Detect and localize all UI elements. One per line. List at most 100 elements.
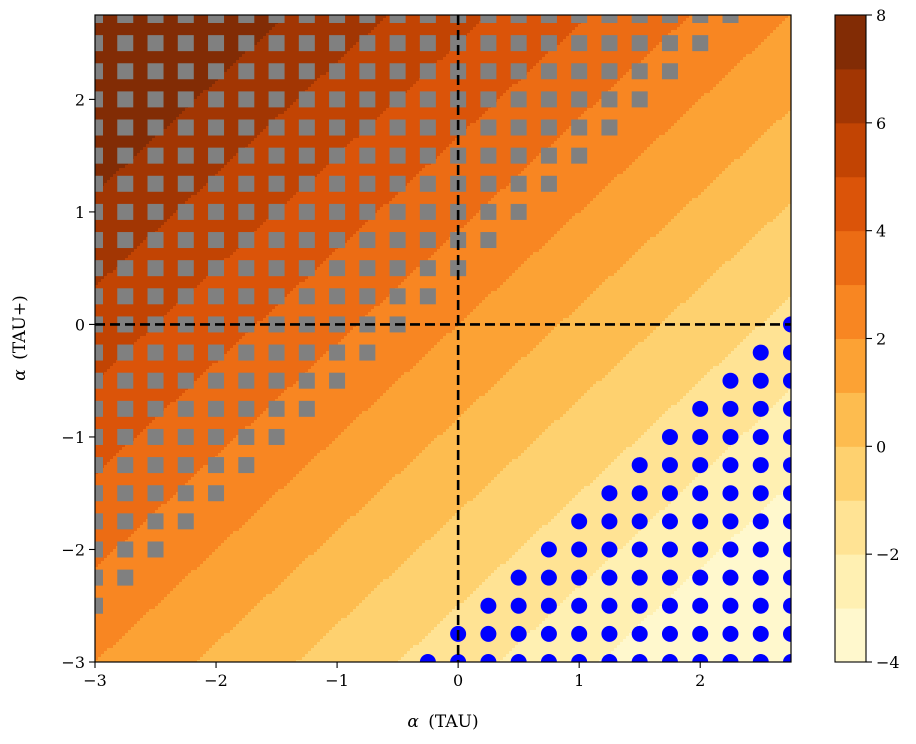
contour-cell — [215, 24, 219, 28]
contour-cell — [263, 24, 267, 28]
contour-cell — [140, 48, 144, 52]
contour-cell — [359, 51, 363, 55]
contour-cell — [383, 45, 387, 49]
contour-cell — [149, 33, 153, 37]
contour-cell — [767, 48, 771, 52]
contour-cell — [122, 24, 126, 28]
contour-cell — [173, 33, 177, 37]
contour-cell — [437, 15, 441, 19]
contour-cell — [173, 30, 177, 34]
contour-cell — [164, 15, 168, 19]
contour-cell — [296, 30, 300, 34]
contour-cell — [758, 42, 762, 46]
contour-cell — [764, 15, 768, 19]
contour-cell — [257, 45, 261, 49]
contour-cell — [164, 36, 168, 40]
contour-cell — [422, 33, 426, 37]
contour-cell — [452, 27, 456, 31]
contour-cell — [782, 42, 786, 46]
contour-cell — [536, 18, 540, 22]
contour-cell — [113, 48, 117, 52]
contour-cell — [779, 21, 783, 25]
contour-cell — [632, 30, 636, 34]
contour-cell — [347, 48, 351, 52]
contour-cell — [347, 27, 351, 31]
contour-cell — [446, 27, 450, 31]
contour-cell — [200, 27, 204, 31]
contour-cell — [713, 18, 717, 22]
contour-cell — [329, 24, 333, 28]
contour-cell — [140, 27, 144, 31]
contour-cell — [737, 30, 741, 34]
contour-cell — [359, 24, 363, 28]
contour-cell — [752, 45, 756, 49]
contour-cell — [95, 33, 99, 37]
contour-cell — [203, 24, 207, 28]
contour-cell — [335, 51, 339, 55]
contour-cell — [779, 48, 783, 52]
contour-cell — [785, 30, 789, 34]
contour-cell — [233, 30, 237, 34]
contour-cell — [368, 24, 372, 28]
contour-cell — [440, 21, 444, 25]
contour-cell — [170, 51, 174, 55]
contour-cell — [176, 24, 180, 28]
contour-cell — [320, 36, 324, 40]
contour-cell — [557, 24, 561, 28]
contour-cell — [674, 30, 678, 34]
contour-cell — [356, 27, 360, 31]
contour-cell — [275, 33, 279, 37]
contour-cell — [170, 39, 174, 43]
contour-cell — [98, 27, 102, 31]
contour-cell — [377, 21, 381, 25]
contour-cell — [677, 30, 681, 34]
contour-cell — [347, 42, 351, 46]
contour-cell — [452, 51, 456, 55]
contour-cell — [338, 33, 342, 37]
contour-cell — [263, 45, 267, 49]
contour-cell — [236, 45, 240, 49]
contour-cell — [560, 48, 564, 52]
contour-cell — [563, 45, 567, 49]
contour-cell — [629, 39, 633, 43]
contour-cell — [728, 30, 732, 34]
contour-cell — [683, 48, 687, 52]
contour-cell — [527, 21, 531, 25]
contour-cell — [170, 27, 174, 31]
contour-cell — [758, 45, 762, 49]
contour-cell — [224, 21, 228, 25]
contour-cell — [164, 21, 168, 25]
contour-cell — [719, 33, 723, 37]
contour-cell — [200, 21, 204, 25]
contour-cell — [182, 51, 186, 55]
contour-cell — [107, 36, 111, 40]
contour-cell — [506, 30, 510, 34]
contour-cell — [566, 15, 570, 19]
contour-cell — [635, 24, 639, 28]
contour-cell — [314, 36, 318, 40]
contour-cell — [746, 15, 750, 19]
contour-cell — [530, 27, 534, 31]
contour-cell — [473, 24, 477, 28]
contour-cell — [773, 24, 777, 28]
contour-cell — [419, 27, 423, 31]
contour-cell — [536, 42, 540, 46]
contour-cell — [221, 30, 225, 34]
contour-cell — [290, 48, 294, 52]
contour-cell — [716, 33, 720, 37]
contour-cell — [380, 33, 384, 37]
contour-cell — [350, 36, 354, 40]
contour-cell — [560, 51, 564, 55]
contour-cell — [755, 27, 759, 31]
contour-cell — [146, 30, 150, 34]
contour-cell — [512, 27, 516, 31]
contour-cell — [722, 36, 726, 40]
contour-cell — [692, 30, 696, 34]
contour-cell — [584, 27, 588, 31]
contour-cell — [683, 39, 687, 43]
contour-cell — [350, 21, 354, 25]
contour-cell — [446, 33, 450, 37]
contour-cell — [536, 51, 540, 55]
contour-cell — [134, 18, 138, 22]
contour-cell — [263, 21, 267, 25]
